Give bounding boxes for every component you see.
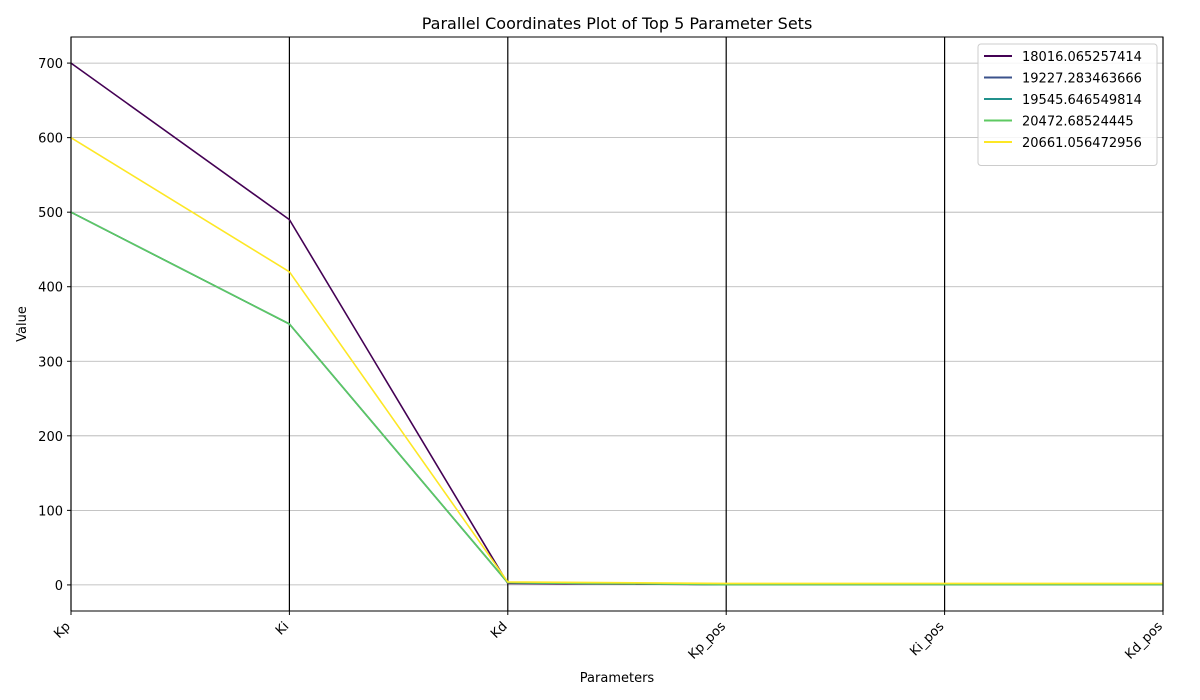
y-tick-label: 700 — [38, 57, 63, 72]
x-tick-label: Kp_pos — [686, 619, 729, 662]
legend-box — [977, 43, 1158, 166]
y-tick-label: 200 — [38, 430, 63, 445]
series-line-3 — [70, 211, 1163, 586]
x-tick-label: Kd — [488, 619, 510, 641]
y-tick-label: 100 — [38, 504, 63, 519]
x-tick-label: Kd_pos — [1123, 619, 1166, 662]
x-tick-label: Kp — [51, 619, 73, 641]
y-tick-label: 600 — [38, 132, 63, 147]
series-line-4 — [70, 211, 1163, 586]
series-lines — [70, 62, 1163, 586]
legend-entry-label: 20661.056472956 — [1022, 136, 1142, 151]
y-tick-label: 0 — [55, 579, 63, 594]
series-line-5 — [70, 136, 1163, 585]
y-ticks: 0 100 200 300 400 500 600 700 — [38, 57, 71, 594]
legend-entry-label: 19227.283463666 — [1022, 72, 1142, 87]
y-tick-label: 400 — [38, 281, 63, 296]
legend-entry-label: 19545.646549814 — [1022, 93, 1142, 108]
x-ticks: Kp Ki Kd Kp_pos Ki_pos Kd_pos — [51, 611, 1166, 663]
y-axis-label: Value — [15, 306, 30, 342]
grid-layer — [71, 62, 1163, 586]
y-tick-label: 300 — [38, 355, 63, 370]
chart-title: Parallel Coordinates Plot of Top 5 Param… — [422, 14, 813, 33]
legend: 18016.065257414 19227.283463666 19545.6465… — [977, 43, 1158, 166]
x-tick-label: Ki_pos — [907, 619, 947, 659]
series-line-2 — [70, 211, 1163, 586]
legend-entry-label: 18016.065257414 — [1022, 50, 1142, 65]
y-tick-label: 500 — [38, 206, 63, 221]
x-axis-label: Parameters — [580, 671, 655, 686]
plot-frame — [70, 36, 1164, 612]
legend-entry-label: 20472.68524445 — [1022, 115, 1134, 130]
x-tick-label: Ki — [273, 619, 292, 638]
